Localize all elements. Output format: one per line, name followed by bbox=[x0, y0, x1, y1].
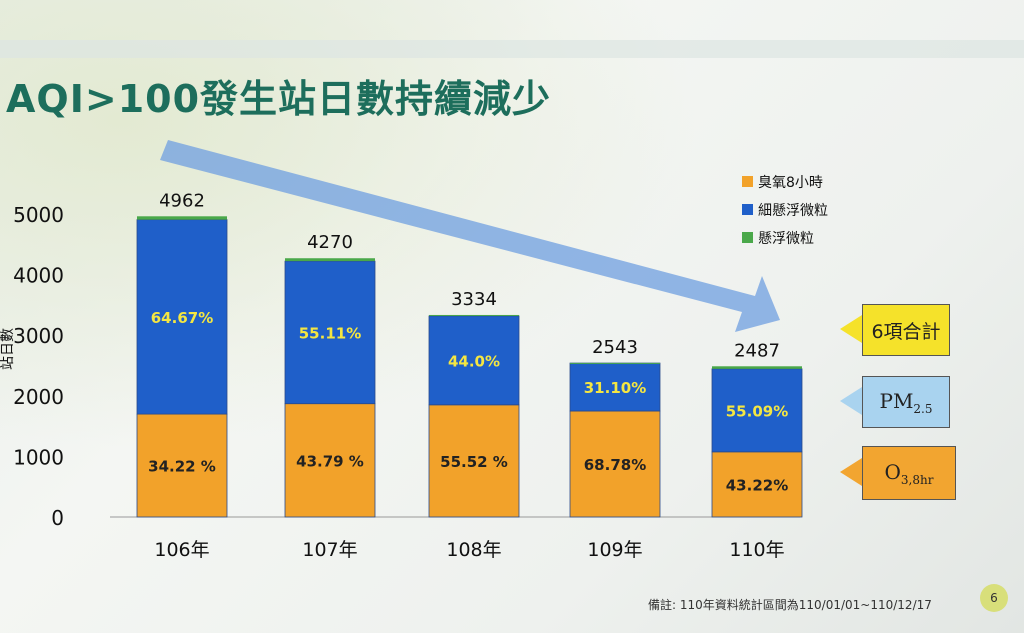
legend-entry: 懸浮微粒 bbox=[758, 231, 814, 247]
y-tick-label: 1000 bbox=[13, 445, 64, 469]
footnote: 備註: 110年資料統計區間為110/01/01~110/12/17 bbox=[648, 598, 932, 612]
legend-swatch bbox=[742, 204, 753, 215]
y-tick-label: 2000 bbox=[13, 385, 64, 409]
bar-total-label: 2543 bbox=[592, 337, 638, 358]
y-tick-label: 0 bbox=[51, 506, 64, 530]
ozone-percent-label: 34.22 % bbox=[148, 458, 216, 476]
y-tick-label: 5000 bbox=[13, 203, 64, 227]
callout-o3-label: O3,8hr bbox=[885, 460, 934, 487]
bar-total-label: 4270 bbox=[307, 232, 353, 253]
callout-o3: O3,8hr bbox=[862, 446, 956, 500]
x-tick-label: 108年 bbox=[446, 539, 501, 561]
callout-total: 6項合計 bbox=[862, 304, 950, 356]
ozone-percent-label: 68.78% bbox=[584, 456, 646, 474]
bar-segment-ozone bbox=[284, 403, 376, 518]
x-tick-label: 110年 bbox=[729, 539, 784, 561]
callout-pm25: PM2.5 bbox=[862, 376, 950, 428]
ozone-percent-label: 43.22% bbox=[726, 476, 788, 494]
bar-segment-pm25 bbox=[711, 368, 803, 453]
callout-pm25-label: PM2.5 bbox=[879, 389, 932, 416]
x-tick-label: 109年 bbox=[587, 539, 642, 561]
bar-segment-pm25 bbox=[569, 362, 661, 412]
bar-total-label: 4962 bbox=[159, 190, 205, 211]
bar-segment-ozone bbox=[428, 404, 520, 518]
bar-segment-pm10 bbox=[570, 362, 660, 364]
bar-segment-pm25 bbox=[284, 260, 376, 405]
arrow-left-icon bbox=[840, 387, 862, 415]
legend-swatch bbox=[742, 176, 753, 187]
bar-segment-pm10 bbox=[137, 216, 227, 220]
legend-swatch bbox=[742, 232, 753, 243]
y-tick-label: 4000 bbox=[13, 264, 64, 288]
bar-segment-pm10 bbox=[285, 258, 375, 262]
callout-total-label: 6項合計 bbox=[871, 320, 941, 343]
pm25-percent-label: 44.0% bbox=[448, 352, 500, 370]
arrow-left-icon bbox=[840, 315, 862, 343]
pm25-percent-label: 31.10% bbox=[584, 379, 646, 397]
slide-title: AQI>100發生站日數持續減少 bbox=[6, 77, 552, 121]
bar-segment-ozone bbox=[136, 413, 228, 518]
bar-segment-ozone bbox=[711, 451, 803, 518]
bar-segment-pm25 bbox=[136, 219, 228, 415]
x-tick-label: 107年 bbox=[302, 539, 357, 561]
arrow-left-icon bbox=[840, 458, 862, 486]
legend-entry: 細懸浮微粒 bbox=[758, 203, 828, 219]
y-axis-label: 站日數 bbox=[0, 328, 16, 370]
callout-pm25-sub: 2.5 bbox=[913, 401, 933, 416]
bar-segment-pm25 bbox=[428, 315, 520, 406]
bar-total-label: 3334 bbox=[451, 289, 497, 310]
y-tick-label: 3000 bbox=[13, 324, 64, 348]
bar-total-label: 2487 bbox=[734, 340, 780, 361]
legend-entry: 臭氧8小時 bbox=[758, 175, 823, 191]
page-number: 6 bbox=[980, 584, 1008, 612]
callout-o3-main: O bbox=[884, 459, 901, 484]
header-strip bbox=[0, 40, 1024, 58]
pm25-percent-label: 64.67% bbox=[151, 309, 213, 327]
callout-o3-sub: 3,8hr bbox=[900, 472, 934, 487]
bar-segment-pm10 bbox=[712, 366, 802, 369]
pm25-percent-label: 55.09% bbox=[726, 402, 788, 420]
bar-segment-pm10 bbox=[429, 314, 519, 316]
trend-arrow bbox=[160, 140, 780, 332]
callout-pm25-main: PM bbox=[879, 388, 914, 413]
ozone-percent-label: 43.79 % bbox=[296, 452, 364, 470]
x-tick-label: 106年 bbox=[154, 539, 209, 561]
pm25-percent-label: 55.11% bbox=[299, 324, 361, 342]
bar-segment-ozone bbox=[569, 410, 661, 518]
ozone-percent-label: 55.52 % bbox=[440, 453, 508, 471]
